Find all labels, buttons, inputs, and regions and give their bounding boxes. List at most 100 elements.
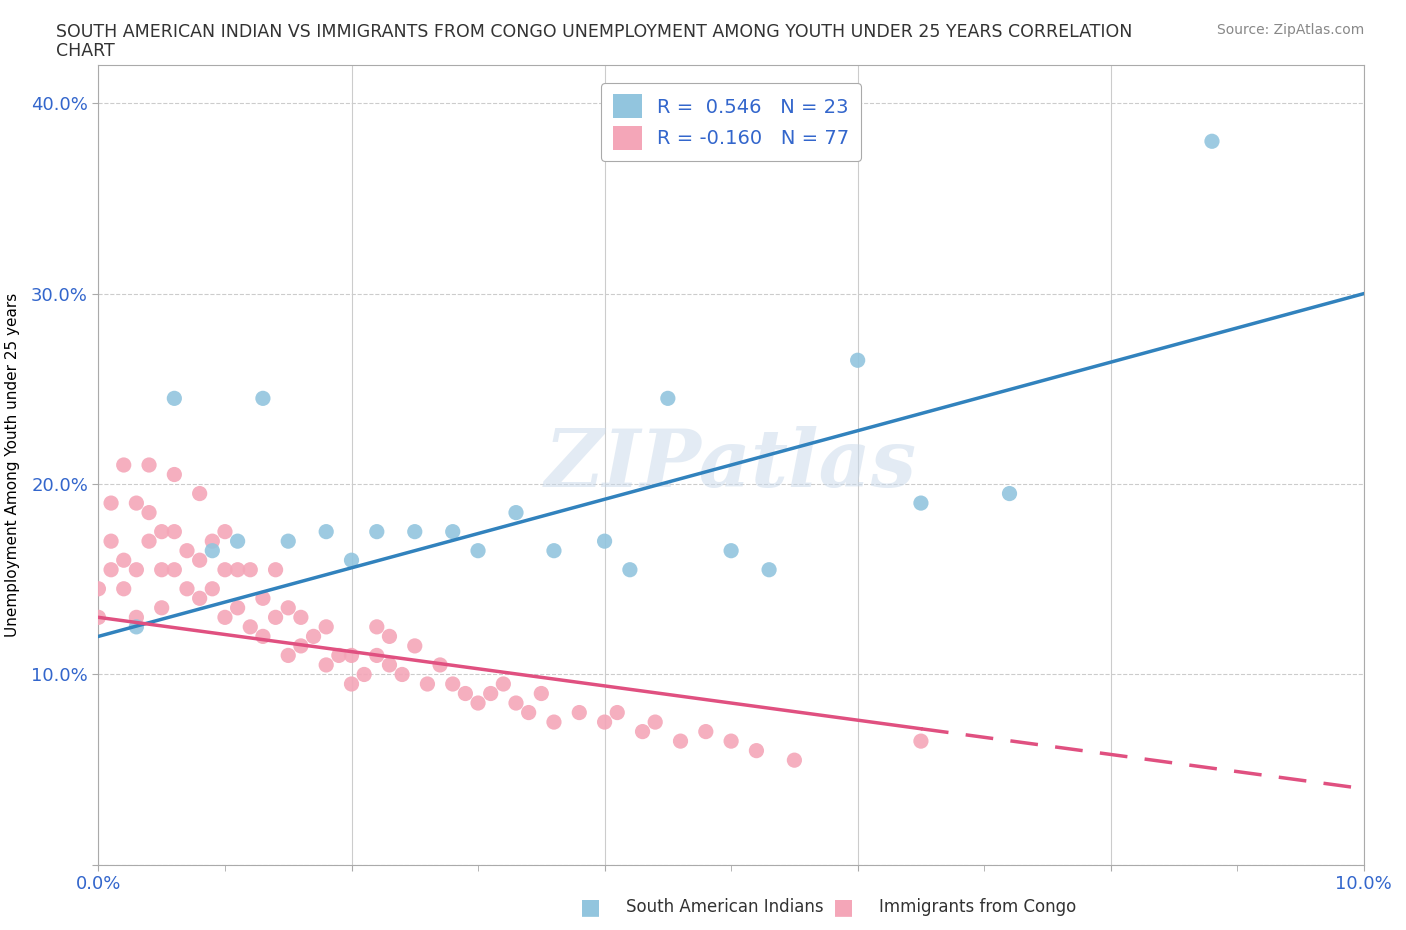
Point <box>87 581 110 596</box>
Point <box>657 391 679 405</box>
Point <box>391 667 413 682</box>
Point <box>467 696 489 711</box>
Point <box>277 648 299 663</box>
Point <box>125 619 148 634</box>
Text: ■: ■ <box>834 897 853 917</box>
Point <box>264 563 287 578</box>
Point <box>593 714 616 729</box>
Y-axis label: Unemployment Among Youth under 25 years: Unemployment Among Youth under 25 years <box>6 293 20 637</box>
Text: Source: ZipAtlas.com: Source: ZipAtlas.com <box>1216 23 1364 37</box>
Point <box>252 629 274 644</box>
Text: ■: ■ <box>581 897 600 917</box>
Point <box>112 552 135 567</box>
Point <box>619 563 641 578</box>
Point <box>87 610 110 625</box>
Point <box>783 752 806 767</box>
Point <box>239 619 262 634</box>
Point <box>315 658 337 672</box>
Point <box>100 534 122 549</box>
Point <box>125 563 148 578</box>
Point <box>429 658 451 672</box>
Point <box>201 581 224 596</box>
Point <box>543 543 565 558</box>
Point <box>138 505 160 520</box>
Point <box>720 543 742 558</box>
Point <box>163 391 186 405</box>
Point <box>340 648 363 663</box>
Point <box>214 563 236 578</box>
Point <box>416 676 439 691</box>
Point <box>163 525 186 539</box>
Point <box>226 601 249 616</box>
Point <box>353 667 375 682</box>
Point <box>606 705 628 720</box>
Point <box>631 724 654 739</box>
Point <box>188 591 211 605</box>
Point <box>441 525 464 539</box>
Point <box>100 563 122 578</box>
Point <box>112 581 135 596</box>
Point <box>517 705 540 720</box>
Point <box>340 552 363 567</box>
Point <box>505 696 527 711</box>
Point <box>176 581 198 596</box>
Point <box>505 505 527 520</box>
Point <box>846 352 869 367</box>
Point <box>290 610 312 625</box>
Point <box>568 705 591 720</box>
Text: South American Indians: South American Indians <box>626 897 824 916</box>
Point <box>910 496 932 511</box>
Point <box>378 629 401 644</box>
Point <box>366 648 388 663</box>
Point <box>150 601 173 616</box>
Point <box>201 543 224 558</box>
Point <box>454 686 477 701</box>
Point <box>530 686 553 701</box>
Point <box>201 534 224 549</box>
Text: ZIPatlas: ZIPatlas <box>546 426 917 504</box>
Point <box>214 610 236 625</box>
Point <box>758 563 780 578</box>
Point <box>720 734 742 749</box>
Point <box>290 639 312 654</box>
Point <box>264 610 287 625</box>
Point <box>467 543 489 558</box>
Point <box>226 534 249 549</box>
Point <box>226 563 249 578</box>
Point <box>188 552 211 567</box>
Point <box>125 610 148 625</box>
Point <box>695 724 717 739</box>
Point <box>252 391 274 405</box>
Point <box>277 534 299 549</box>
Point <box>479 686 502 701</box>
Text: CHART: CHART <box>56 42 115 60</box>
Point <box>1201 134 1223 149</box>
Point <box>404 525 426 539</box>
Point <box>669 734 692 749</box>
Point <box>176 543 198 558</box>
Point <box>910 734 932 749</box>
Point <box>150 525 173 539</box>
Point <box>125 496 148 511</box>
Point <box>277 601 299 616</box>
Point <box>315 525 337 539</box>
Text: SOUTH AMERICAN INDIAN VS IMMIGRANTS FROM CONGO UNEMPLOYMENT AMONG YOUTH UNDER 25: SOUTH AMERICAN INDIAN VS IMMIGRANTS FROM… <box>56 23 1133 41</box>
Point <box>644 714 666 729</box>
Legend: R =  0.546   N = 23, R = -0.160   N = 77: R = 0.546 N = 23, R = -0.160 N = 77 <box>600 83 862 162</box>
Point <box>378 658 401 672</box>
Point <box>328 648 350 663</box>
Point <box>112 458 135 472</box>
Point <box>214 525 236 539</box>
Point <box>366 525 388 539</box>
Point <box>252 591 274 605</box>
Point <box>593 534 616 549</box>
Point <box>492 676 515 691</box>
Point <box>315 619 337 634</box>
Point <box>745 743 768 758</box>
Point <box>138 458 160 472</box>
Point <box>302 629 325 644</box>
Point <box>340 676 363 691</box>
Point <box>543 714 565 729</box>
Point <box>404 639 426 654</box>
Point <box>138 534 160 549</box>
